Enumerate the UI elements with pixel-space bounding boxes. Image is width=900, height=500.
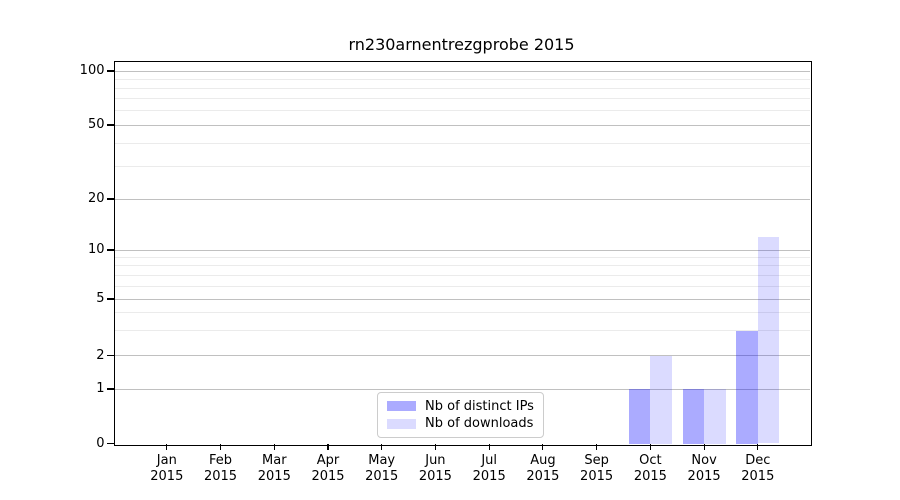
xtick-may-2015	[381, 444, 383, 450]
legend-item-downloads: Nb of downloads	[387, 416, 534, 431]
gridline-minor-40	[114, 142, 810, 144]
xtick-jun-2015	[434, 444, 436, 450]
xtick-label-jun-2015: Jun 2015	[418, 452, 452, 484]
ytick-label-50: 50	[87, 117, 105, 132]
ytick-100	[106, 70, 114, 72]
xtick-nov-2015	[703, 444, 705, 450]
gridline-major-10	[114, 249, 810, 251]
xtick-feb-2015	[219, 444, 222, 450]
bar-distinct-ips-oct-2015	[628, 389, 651, 444]
xtick-sep-2015	[596, 444, 598, 450]
xtick-mar-2015	[273, 444, 275, 450]
ytick-20	[106, 198, 114, 200]
legend-item-distinct-ips: Nb of distinct IPs	[387, 399, 534, 414]
legend: Nb of distinct IPs Nb of downloads	[377, 392, 544, 438]
gridline-minor-4	[114, 312, 810, 314]
legend-label-distinct-ips: Nb of distinct IPs	[425, 398, 534, 414]
bar-downloads-oct-2015	[650, 355, 672, 444]
legend-swatch-downloads	[387, 418, 416, 429]
xtick-oct-2015	[649, 444, 651, 450]
gridline-major-5	[114, 298, 810, 300]
xtick-apr-2015	[327, 444, 329, 450]
ytick-50	[106, 124, 114, 126]
gridline-minor-70	[114, 98, 810, 100]
xtick-label-aug-2015: Aug 2015	[526, 452, 560, 484]
ytick-0	[106, 442, 114, 445]
bar-downloads-nov-2015	[704, 389, 726, 444]
xtick-label-jul-2015: Jul 2015	[472, 452, 506, 484]
ytick-label-20: 20	[87, 191, 105, 206]
gridline-minor-80	[114, 87, 810, 89]
ytick-label-10: 10	[87, 242, 105, 257]
gridline-major-2	[114, 355, 810, 356]
legend-label-downloads: Nb of downloads	[425, 416, 534, 432]
chart-title: rn230arnentrezgprobe 2015	[348, 35, 575, 54]
xtick-label-jan-2015: Jan 2015	[150, 452, 184, 484]
ytick-10	[106, 249, 114, 251]
gridline-minor-90	[114, 78, 810, 80]
xtick-label-apr-2015: Apr 2015	[311, 452, 345, 484]
xtick-label-feb-2015: Feb 2015	[203, 452, 238, 484]
gridline-major-50	[114, 124, 810, 126]
ytick-label-1: 1	[96, 381, 105, 396]
xtick-aug-2015	[542, 444, 544, 450]
xtick-label-dec-2015: Dec 2015	[741, 452, 775, 484]
ytick-5	[106, 298, 114, 300]
ytick-label-100: 100	[79, 63, 105, 78]
gridline-minor-8	[114, 265, 810, 267]
ytick-label-2: 2	[96, 347, 105, 363]
gridline-minor-60	[114, 110, 810, 112]
xtick-dec-2015	[757, 444, 759, 450]
gridline-major-20	[114, 198, 810, 200]
xtick-jan-2015	[166, 444, 168, 450]
gridline-minor-9	[114, 256, 810, 258]
gridline-minor-30	[114, 165, 810, 167]
bar-distinct-ips-nov-2015	[682, 389, 705, 444]
ytick-label-5: 5	[96, 291, 105, 306]
gridline-major-100	[114, 70, 810, 72]
gridline-minor-7	[114, 274, 810, 276]
xtick-label-sep-2015: Sep 2015	[580, 452, 614, 484]
gridline-minor-6	[114, 285, 810, 287]
xtick-label-oct-2015: Oct 2015	[633, 452, 667, 484]
xtick-label-nov-2015: Nov 2015	[687, 452, 721, 484]
xtick-label-may-2015: May 2015	[365, 452, 399, 484]
gridline-major-1	[114, 388, 810, 390]
ytick-2	[106, 354, 114, 357]
ytick-label-0: 0	[96, 435, 105, 451]
ytick-1	[106, 388, 114, 390]
bar-distinct-ips-dec-2015	[736, 330, 758, 444]
xtick-label-mar-2015: Mar 2015	[257, 452, 291, 484]
gridline-minor-3	[114, 330, 810, 331]
xtick-jul-2015	[488, 444, 490, 450]
legend-swatch-distinct-ips	[387, 401, 416, 412]
bar-downloads-dec-2015	[757, 236, 780, 444]
